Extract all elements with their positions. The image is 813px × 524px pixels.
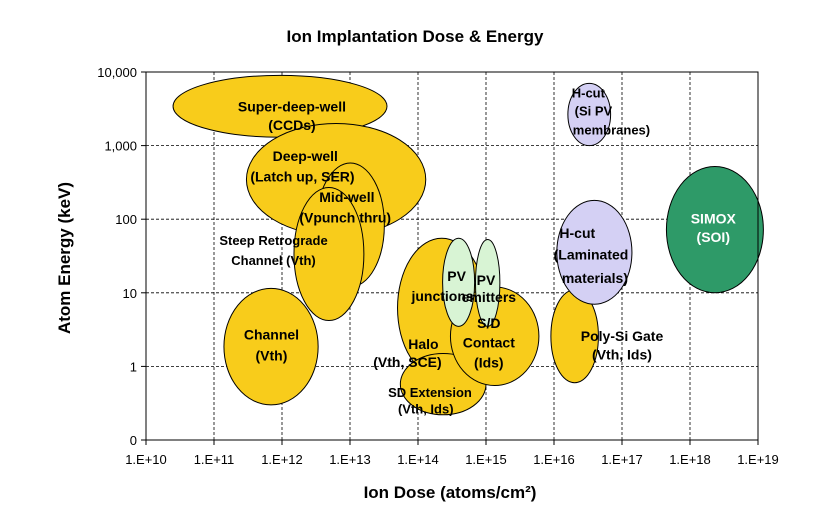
- region-12-label-0: H-cut: [572, 85, 606, 100]
- region-12-label-1: (Si PV: [575, 103, 613, 118]
- x-tick-label: 1.E+16: [533, 452, 575, 467]
- region-11-label-1: (Laminated: [554, 247, 629, 263]
- region-9-label-1: emitters: [462, 289, 517, 305]
- region-10-label-0: Poly-Si Gate: [581, 328, 664, 344]
- region-8-label-0: PV: [447, 268, 466, 284]
- region-6-label-0: SD Extension: [388, 385, 472, 400]
- region-1-label-0: Deep-well: [273, 148, 338, 164]
- region-12-label-2: membranes): [573, 123, 650, 138]
- region-5-label-0: Halo: [408, 336, 438, 352]
- y-tick-label: 100: [115, 212, 137, 227]
- region-3: [293, 186, 365, 322]
- region-11-label-2: materials): [562, 270, 628, 286]
- region-6-label-1: (Vth, Ids): [398, 401, 454, 416]
- y-tick-label: 0: [130, 433, 137, 448]
- x-tick-label: 1.E+18: [669, 452, 711, 467]
- region-2-label-1: (Vpunch thru): [299, 210, 391, 226]
- region-7-label-0: S/D: [477, 315, 500, 331]
- region-7-label-2: (Ids): [474, 354, 504, 370]
- region-13: [665, 166, 764, 294]
- y-tick-label: 1: [130, 359, 137, 374]
- x-axis-title: Ion Dose (atoms/cm²): [364, 483, 537, 502]
- region-7-label-1: Contact: [463, 335, 515, 351]
- region-11-label-0: H-cut: [559, 225, 595, 241]
- x-tick-label: 1.E+15: [465, 452, 507, 467]
- region-3-label-0: Steep Retrograde: [219, 233, 327, 248]
- region-4-label-0: Channel: [244, 327, 299, 343]
- y-tick-label: 10,000: [97, 65, 137, 80]
- region-11: [556, 199, 633, 305]
- region-9: [474, 238, 501, 327]
- x-tick-label: 1.E+11: [194, 452, 235, 467]
- y-axis-title: Atom Energy (keV): [55, 182, 74, 334]
- region-13-label-0: SIMOX: [691, 210, 737, 226]
- region-10-label-1: (Vth, Ids): [592, 347, 652, 363]
- region-0-label-0: Super-deep-well: [238, 98, 346, 114]
- x-tick-label: 1.E+19: [737, 452, 779, 467]
- region-0-label-1: (CCDs): [268, 117, 315, 133]
- region-8: [442, 237, 476, 327]
- region-9-label-0: PV: [477, 272, 496, 288]
- plot-frame: [145, 71, 759, 441]
- x-tick-label: 1.E+10: [125, 452, 167, 467]
- region-3-label-1: Channel (Vth): [231, 253, 316, 268]
- x-tick-label: 1.E+13: [329, 452, 371, 467]
- region-4-label-1: (Vth): [256, 348, 288, 364]
- region-1-label-1: (Latch up, SER): [250, 169, 354, 185]
- y-tick-label: 10: [123, 286, 137, 301]
- x-tick-label: 1.E+14: [397, 452, 439, 467]
- x-tick-label: 1.E+12: [261, 452, 303, 467]
- region-5-label-1: (Vth, SCE): [373, 354, 441, 370]
- x-tick-label: 1.E+17: [601, 452, 643, 467]
- y-tick-label: 1,000: [104, 139, 137, 154]
- region-2-label-0: Mid-well: [319, 189, 374, 205]
- region-8-label-1: junctions: [410, 288, 473, 304]
- region-13-label-1: (SOI): [697, 229, 730, 245]
- chart-title: Ion Implantation Dose & Energy: [287, 27, 544, 46]
- region-4: [223, 287, 319, 406]
- region-12: [567, 82, 612, 147]
